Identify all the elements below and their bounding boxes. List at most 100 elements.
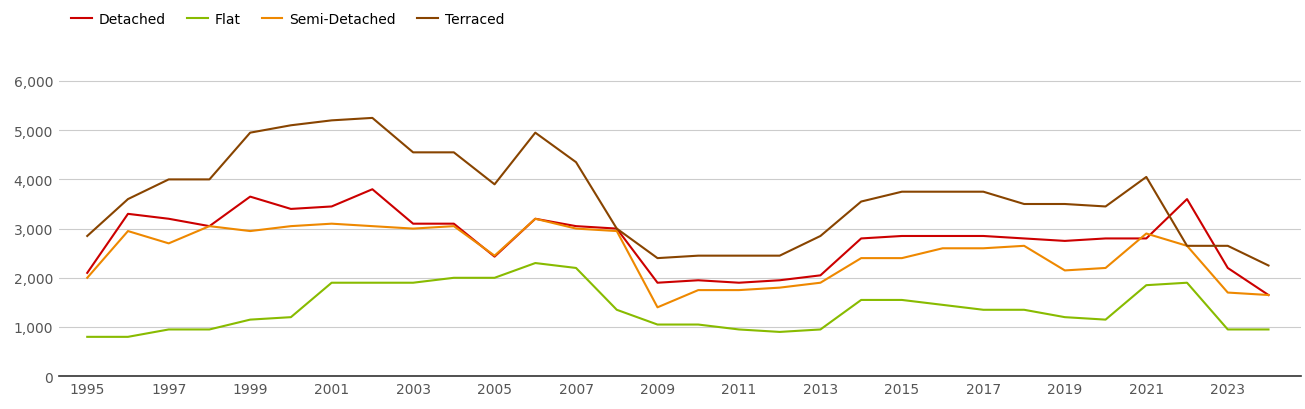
Flat [324, 281, 339, 285]
Detached [364, 187, 380, 192]
Terraced [1220, 244, 1236, 249]
Flat [650, 322, 666, 327]
Terraced [976, 190, 992, 195]
Semi-Detached [1220, 290, 1236, 295]
Terraced [1261, 263, 1276, 268]
Semi-Detached [120, 229, 136, 234]
Semi-Detached [243, 229, 258, 234]
Flat [1138, 283, 1154, 288]
Terraced [1138, 175, 1154, 180]
Detached [1261, 293, 1276, 298]
Terraced [771, 254, 787, 258]
Terraced [1017, 202, 1032, 207]
Detached [1220, 266, 1236, 271]
Terraced [1057, 202, 1073, 207]
Semi-Detached [324, 222, 339, 227]
Detached [446, 222, 462, 227]
Flat [690, 322, 706, 327]
Detached [976, 234, 992, 239]
Terraced [650, 256, 666, 261]
Terraced [813, 234, 829, 239]
Terraced [934, 190, 950, 195]
Flat [364, 281, 380, 285]
Flat [853, 298, 869, 303]
Terraced [364, 116, 380, 121]
Terraced [487, 182, 502, 187]
Detached [406, 222, 422, 227]
Terraced [690, 254, 706, 258]
Detached [650, 281, 666, 285]
Detached [283, 207, 299, 212]
Line: Semi-Detached: Semi-Detached [87, 219, 1268, 308]
Semi-Detached [487, 254, 502, 258]
Detached [568, 224, 583, 229]
Flat [283, 315, 299, 320]
Flat [161, 327, 176, 332]
Line: Flat: Flat [87, 263, 1268, 337]
Detached [771, 278, 787, 283]
Terraced [1180, 244, 1195, 249]
Flat [201, 327, 217, 332]
Detached [1138, 236, 1154, 241]
Flat [527, 261, 543, 266]
Terraced [568, 160, 583, 165]
Flat [243, 317, 258, 322]
Detached [1180, 197, 1195, 202]
Terraced [283, 124, 299, 128]
Terraced [324, 119, 339, 124]
Flat [1057, 315, 1073, 320]
Terraced [1098, 204, 1113, 209]
Terraced [243, 131, 258, 136]
Detached [487, 254, 502, 259]
Flat [731, 327, 746, 332]
Terraced [201, 178, 217, 182]
Flat [446, 276, 462, 281]
Flat [1180, 281, 1195, 285]
Detached [243, 195, 258, 200]
Detached [324, 204, 339, 209]
Detached [161, 217, 176, 222]
Legend: Detached, Flat, Semi-Detached, Terraced: Detached, Flat, Semi-Detached, Terraced [65, 7, 510, 32]
Detached [1098, 236, 1113, 241]
Semi-Detached [731, 288, 746, 293]
Terraced [80, 234, 95, 239]
Detached [609, 227, 625, 231]
Flat [1220, 327, 1236, 332]
Semi-Detached [976, 246, 992, 251]
Semi-Detached [446, 224, 462, 229]
Flat [813, 327, 829, 332]
Terraced [609, 227, 625, 231]
Semi-Detached [813, 281, 829, 285]
Semi-Detached [771, 285, 787, 290]
Terraced [731, 254, 746, 258]
Flat [934, 303, 950, 308]
Detached [201, 224, 217, 229]
Semi-Detached [161, 241, 176, 246]
Detached [813, 273, 829, 278]
Semi-Detached [527, 217, 543, 222]
Semi-Detached [894, 256, 910, 261]
Semi-Detached [80, 276, 95, 281]
Semi-Detached [568, 227, 583, 231]
Line: Detached: Detached [87, 190, 1268, 295]
Detached [80, 271, 95, 276]
Semi-Detached [1098, 266, 1113, 271]
Detached [894, 234, 910, 239]
Semi-Detached [1138, 231, 1154, 236]
Line: Terraced: Terraced [87, 119, 1268, 266]
Detached [690, 278, 706, 283]
Terraced [527, 131, 543, 136]
Flat [568, 266, 583, 271]
Semi-Detached [364, 224, 380, 229]
Semi-Detached [1057, 268, 1073, 273]
Terraced [853, 200, 869, 204]
Semi-Detached [283, 224, 299, 229]
Semi-Detached [1261, 293, 1276, 298]
Terraced [120, 197, 136, 202]
Detached [527, 217, 543, 222]
Semi-Detached [201, 224, 217, 229]
Flat [1261, 327, 1276, 332]
Detached [120, 212, 136, 217]
Terraced [406, 151, 422, 155]
Flat [609, 308, 625, 312]
